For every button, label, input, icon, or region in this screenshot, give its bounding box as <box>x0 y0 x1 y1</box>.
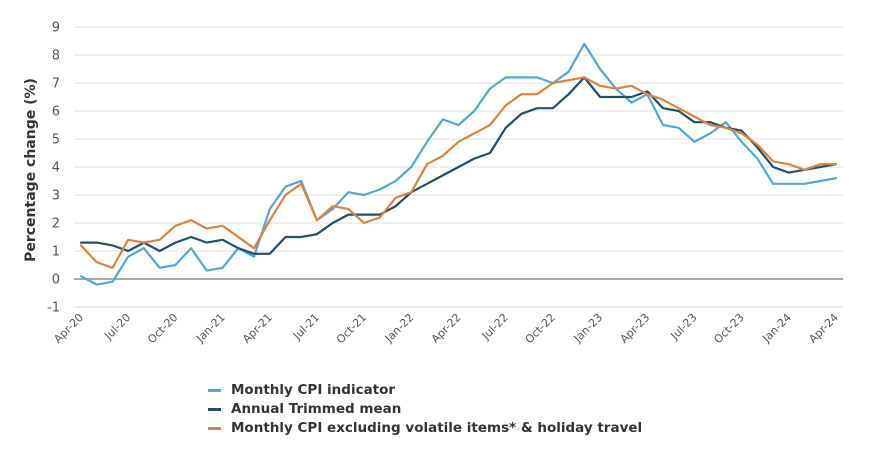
y-tick-label: 5 <box>52 133 60 148</box>
x-tick-label: Jan-23 <box>571 311 606 346</box>
x-tick-label: Oct-21 <box>334 311 369 346</box>
x-axis-ticks: Apr-20 Jul-20 Oct-20 Jan-21 Apr-21 Jul-21 Oct-… <box>51 311 841 346</box>
y-tick-label: 7 <box>52 77 60 92</box>
x-tick-label: Jul-21 <box>290 311 322 343</box>
legend-item-excluding-volatile[interactable]: Monthly CPI excluding volatile items* & … <box>208 419 642 438</box>
legend-label: Monthly CPI indicator <box>231 382 396 398</box>
y-tick-label: 3 <box>52 189 60 204</box>
x-tick-label: Jan-22 <box>382 311 417 346</box>
legend-item-trimmed-mean[interactable]: Annual Trimmed mean <box>208 400 642 419</box>
y-tick-label: 0 <box>52 273 60 288</box>
legend-swatch-trimmed-mean <box>208 408 221 411</box>
legend: Monthly CPI indicator Annual Trimmed mea… <box>208 381 642 438</box>
legend-label: Annual Trimmed mean <box>231 401 402 417</box>
series-lines <box>79 42 838 286</box>
x-tick-label: Apr-21 <box>240 311 275 346</box>
x-tick-label: Apr-23 <box>618 311 653 346</box>
y-tick-label: 1 <box>52 245 60 260</box>
legend-label: Monthly CPI excluding volatile items* & … <box>231 420 643 436</box>
x-tick-label: Jul-23 <box>668 311 700 343</box>
x-tick-label: Jan-21 <box>193 311 228 346</box>
series-line-monthly-cpi <box>79 42 838 286</box>
x-tick-label: Oct-23 <box>711 311 746 346</box>
y-tick-label: 2 <box>52 217 60 232</box>
x-tick-label: Apr-22 <box>429 311 464 346</box>
y-tick-label: -1 <box>47 301 60 316</box>
x-tick-label: Jan-24 <box>759 311 794 346</box>
y-axis-label: Percentage change (%) <box>23 78 39 262</box>
y-tick-label: 4 <box>52 161 60 176</box>
y-tick-label: 6 <box>52 105 60 120</box>
series-line-trimmed-mean <box>79 76 838 255</box>
x-tick-label: Jul-22 <box>479 311 511 343</box>
legend-swatch-excluding-volatile <box>208 427 221 430</box>
x-tick-label: Jul-20 <box>101 311 133 343</box>
x-tick-label: Apr-24 <box>806 311 841 346</box>
y-tick-label: 8 <box>52 49 60 64</box>
series-line-excluding-volatile <box>79 76 838 269</box>
x-tick-label: Oct-22 <box>523 311 558 346</box>
legend-swatch-monthly-cpi <box>208 389 221 392</box>
y-axis-ticks: -1 0 1 2 3 4 5 6 7 8 9 <box>47 21 60 316</box>
x-tick-label: Apr-20 <box>51 311 86 346</box>
x-tick-label: Oct-20 <box>145 311 180 346</box>
y-tick-label: 9 <box>52 21 60 36</box>
legend-item-monthly-cpi[interactable]: Monthly CPI indicator <box>208 381 642 400</box>
